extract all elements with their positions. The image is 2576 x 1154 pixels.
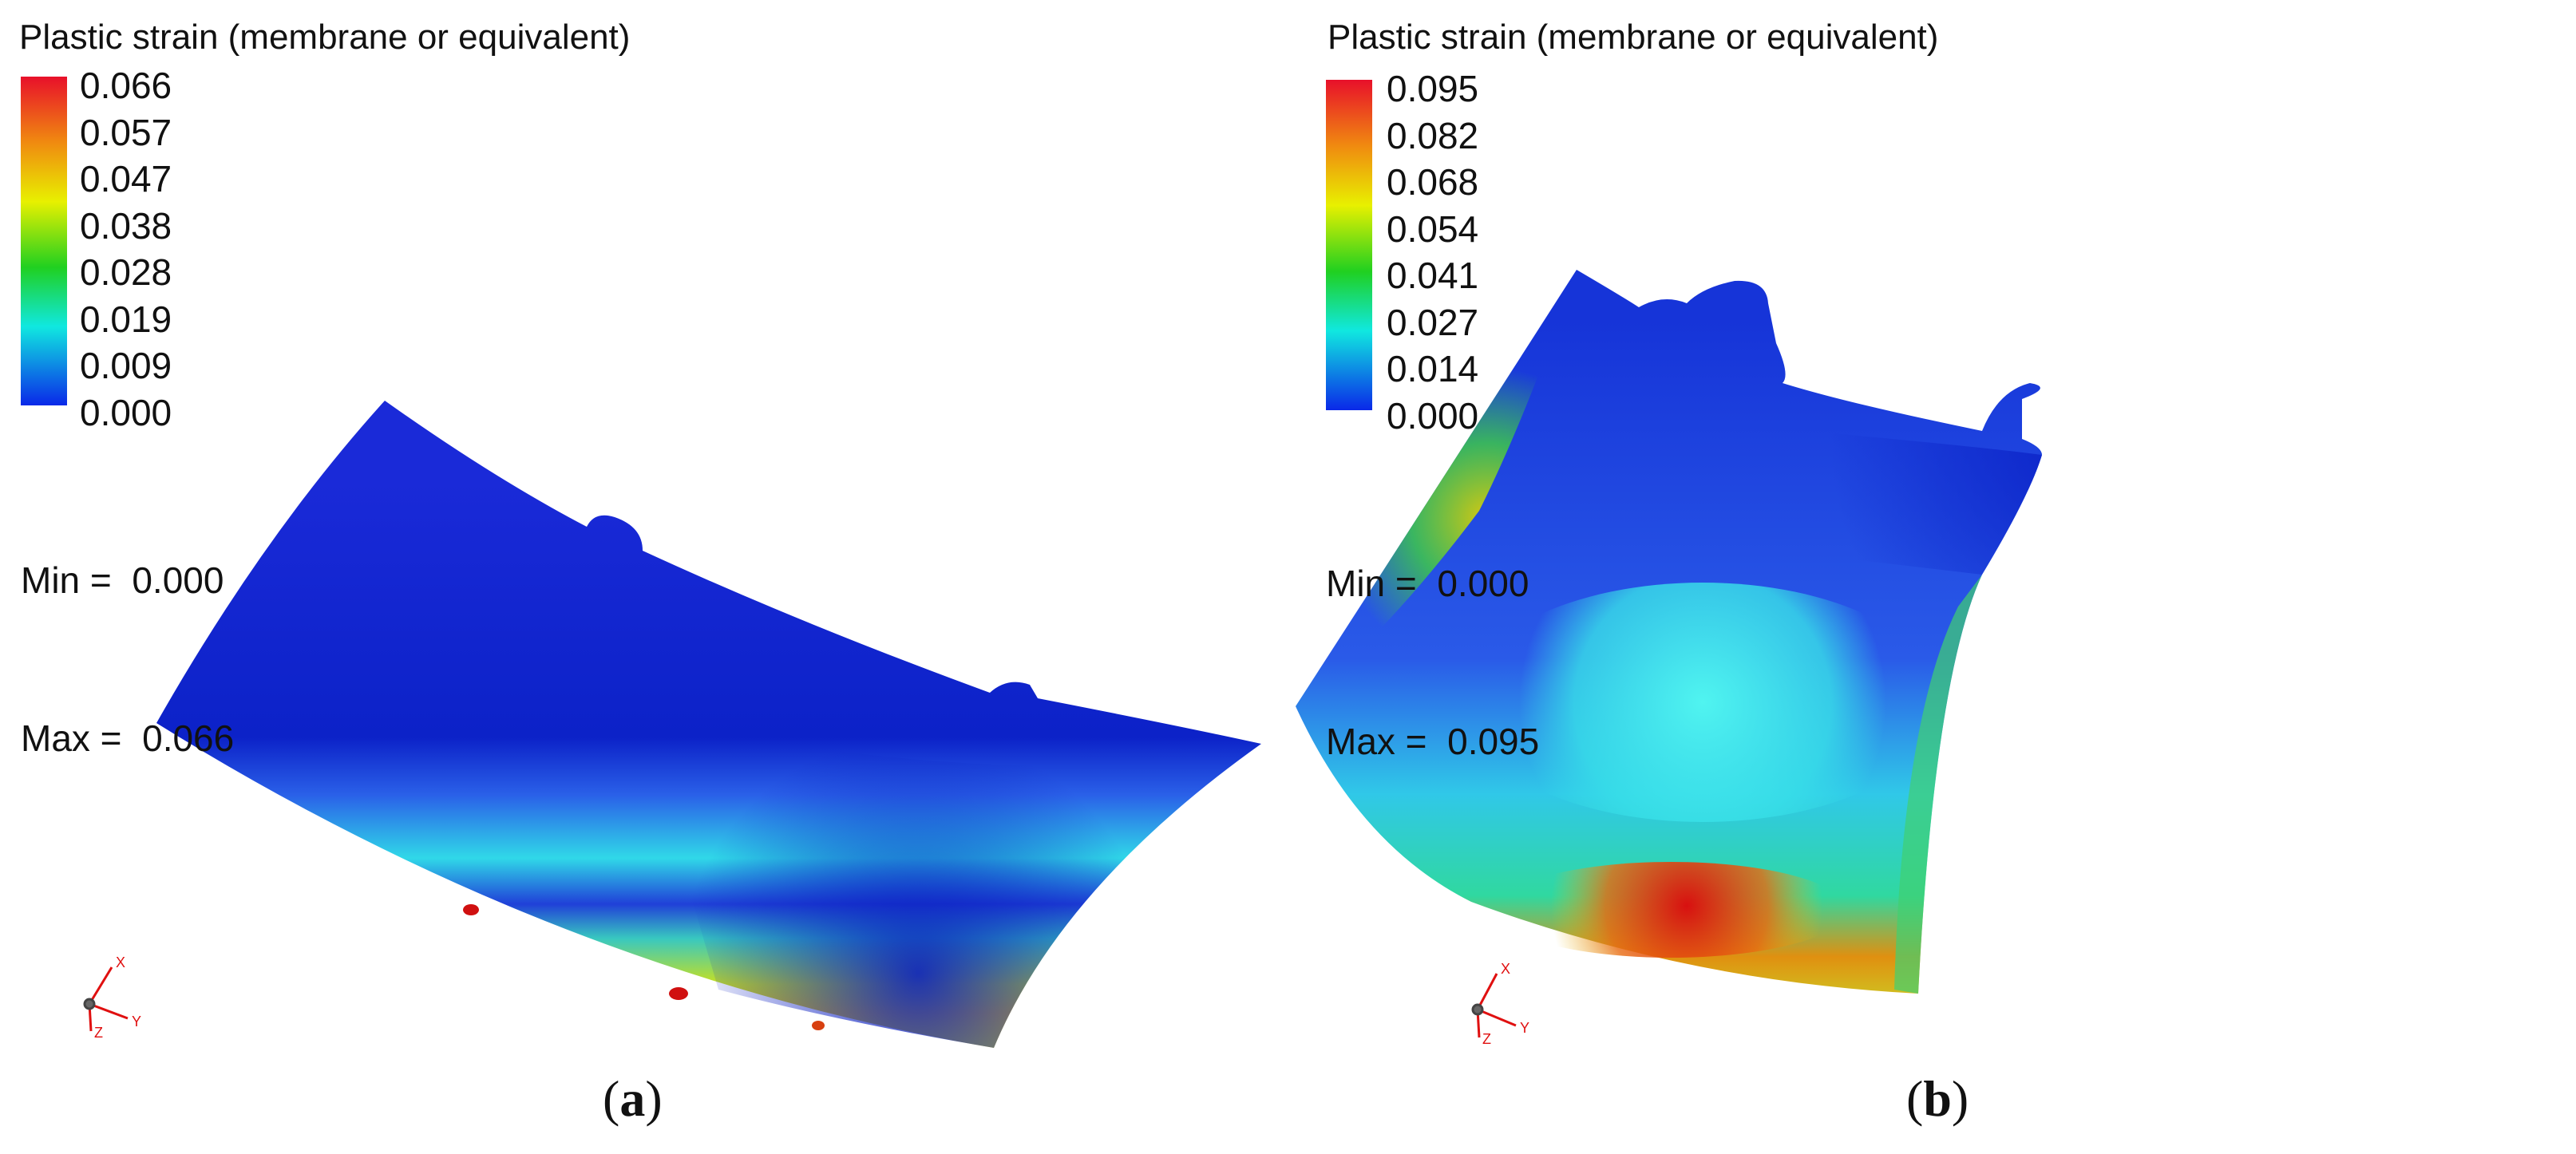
tick-label: 0.009 [80,345,172,386]
triad-z-label: Z [1482,1031,1491,1047]
max-label: Max = 0.095 [1326,721,1540,762]
tick-label: 0.068 [1387,161,1479,203]
coordinate-triad-a: X Y Z [83,954,141,1041]
scale-title-b: Plastic strain (membrane or equivalent) [1328,18,1939,57]
tick-label: 0.019 [80,298,172,340]
scale-title-a: Plastic strain (membrane or equivalent) [19,18,631,57]
tick-label: 0.038 [80,204,172,247]
colorbar-ticks-a: 0.066 0.057 0.047 0.038 0.028 0.019 0.00… [80,62,172,436]
triad-y-label: Y [132,1014,141,1030]
tick-label: 0.000 [1387,394,1479,437]
tick-label: 0.014 [1387,348,1479,389]
panel-a: X Y Z Plastic strain (membrane or equiva… [19,18,1261,1127]
tick-label: 0.047 [80,158,172,200]
panel-b: X Y Z Plastic strain (membrane or equiva… [1288,0,2575,1154]
tick-label: 0.066 [80,65,172,106]
caption-a: (a) [603,1070,663,1127]
tick-label: 0.027 [1387,301,1479,343]
triad-x-label: X [1501,961,1510,977]
min-max-b: Min = 0.000 Max = 0.095 [1326,452,1539,873]
max-label: Max = 0.066 [21,717,235,759]
colorbar-b [1326,80,1372,410]
tick-label: 0.041 [1387,255,1479,296]
min-label: Min = 0.000 [21,559,224,601]
tick-label: 0.095 [1387,68,1479,109]
triad-x-label: X [116,954,125,970]
tick-label: 0.057 [80,111,172,153]
colorbar-a [21,77,67,405]
caption-b: (b) [1906,1070,1969,1127]
min-label: Min = 0.000 [1326,563,1529,604]
triad-y-label: Y [1520,1020,1529,1036]
min-max-a: Min = 0.000 Max = 0.066 [21,449,234,870]
tick-label: 0.054 [1387,207,1479,250]
strain-contour-plot-b: X Y Z [1296,270,2042,1047]
tick-label: 0.000 [80,391,172,433]
strain-contour-plot-a: X Y Z [83,401,1261,1048]
tick-label: 0.028 [80,251,172,293]
colorbar-ticks-b: 0.095 0.082 0.068 0.054 0.041 0.027 0.01… [1387,65,1478,439]
triad-z-label: Z [94,1025,103,1041]
coordinate-triad-b: X Y Z [1471,961,1529,1047]
tick-label: 0.082 [1387,114,1479,156]
